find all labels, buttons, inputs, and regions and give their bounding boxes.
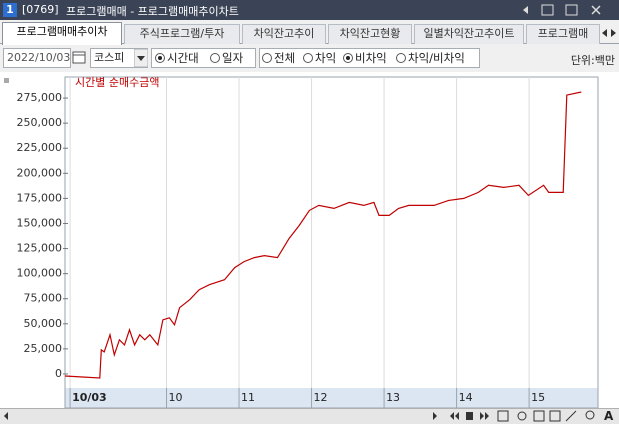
window-title: 프로그램매매 - 프로그램매매추이차트 xyxy=(66,5,239,18)
chart: 0 25,000 50,000 75,000 100,000 125,000 150,000… xyxy=(0,72,619,408)
y-tick-label: 75,000 xyxy=(24,292,63,305)
date-input[interactable]: 2022/10/03 xyxy=(3,48,71,68)
tab[interactable]: 차익잔고추이 xyxy=(242,24,326,44)
x-tick-label: 13 xyxy=(386,391,400,404)
x-tick-label: 14 xyxy=(459,391,473,404)
tab[interactable]: 일별차익잔고추이트 xyxy=(414,24,524,44)
plot-frame xyxy=(64,76,599,408)
tab[interactable]: 차익잔고현황 xyxy=(328,24,412,44)
radio-option[interactable]: 일자 xyxy=(210,50,243,66)
radio-label: 차익 xyxy=(315,51,337,65)
radio-option[interactable]: 비차익 xyxy=(343,50,387,66)
y-tick-label: 25,000 xyxy=(24,342,63,355)
legend-label: 시간별 순매수금액 xyxy=(75,76,159,89)
font-button[interactable]: A xyxy=(604,409,614,423)
radio-label: 비차익 xyxy=(355,51,387,65)
tab[interactable]: 주식프로그램/투자 xyxy=(124,24,240,44)
close-button[interactable] xyxy=(591,5,601,15)
toolbar: 2022/10/03 코스피 시간대 일자 전체 차익 비차익 차익/비차익 단… xyxy=(0,46,619,70)
x-tick-label: 12 xyxy=(314,391,328,404)
radio-option[interactable]: 시간대 xyxy=(155,50,199,66)
data-line xyxy=(64,91,582,379)
tab-bar: 프로그램매매추이차 주식프로그램/투자 차익잔고추이 차익잔고현황 일별차익잔고… xyxy=(0,22,619,45)
radio-option[interactable]: 차익/비차익 xyxy=(396,50,465,66)
tab[interactable]: 프로그램매매추이차 xyxy=(2,22,122,45)
back-button[interactable] xyxy=(523,6,528,14)
radio-label: 시간대 xyxy=(167,51,199,65)
y-tick-label: 0 xyxy=(55,367,62,380)
x-tick-label: 10/03 xyxy=(72,391,107,404)
y-tick-label: 200,000 xyxy=(17,166,63,179)
y-tick-label: 275,000 xyxy=(17,91,63,104)
y-tick-label: 100,000 xyxy=(17,267,63,280)
radio-label: 전체 xyxy=(274,51,296,65)
window-id: [0769] xyxy=(22,3,59,16)
y-tick-label: 250,000 xyxy=(17,116,63,129)
radio-label: 차익/비차익 xyxy=(408,51,465,65)
scrollbar: A xyxy=(0,408,619,424)
chart-handle xyxy=(4,78,9,83)
tab-scroll[interactable] xyxy=(600,25,618,41)
y-tick-label: 150,000 xyxy=(17,216,63,229)
radio-option[interactable]: 전체 xyxy=(262,50,295,66)
y-tick-label: 125,000 xyxy=(17,242,63,255)
maximize-button[interactable] xyxy=(565,4,578,16)
unit-label: 단위:백만 xyxy=(570,54,615,67)
y-tick-label: 50,000 xyxy=(24,317,63,330)
scroll-controls[interactable] xyxy=(0,409,619,424)
type-group xyxy=(259,48,480,68)
radio-option[interactable]: 차익 xyxy=(303,50,336,66)
x-tick-label: 11 xyxy=(241,391,255,404)
tab[interactable]: 프로그램매 xyxy=(526,24,600,44)
y-tick-label: 225,000 xyxy=(17,141,63,154)
y-tick-label: 175,000 xyxy=(17,191,63,204)
window-number: 1 xyxy=(3,3,17,17)
memo-button[interactable] xyxy=(541,4,554,16)
dropdown-arrow[interactable] xyxy=(134,49,148,67)
calendar-button[interactable] xyxy=(72,50,86,66)
view-group xyxy=(151,48,256,68)
chart-background xyxy=(0,72,619,408)
title-bar: 1 [0769] 프로그램매매 - 프로그램매매추이차트 xyxy=(0,0,619,20)
x-axis-strip xyxy=(65,388,598,408)
x-tick-label: 15 xyxy=(531,391,545,404)
window-controls[interactable] xyxy=(520,2,616,18)
radio-label: 일자 xyxy=(222,51,244,65)
x-tick-label: 10 xyxy=(169,391,183,404)
